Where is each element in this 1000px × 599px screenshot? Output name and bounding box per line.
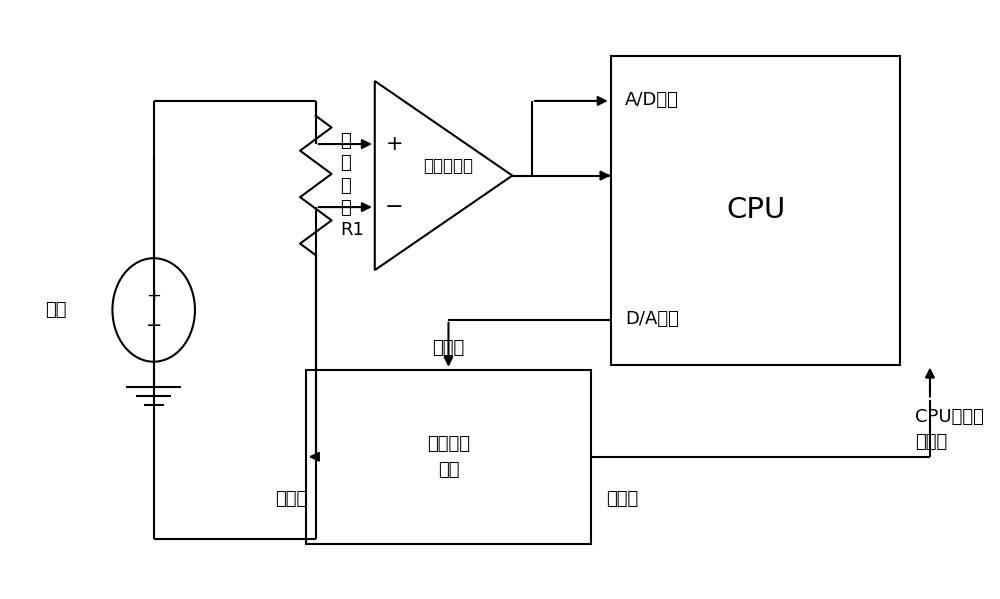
Text: −: −	[385, 197, 404, 217]
Text: 检
测
电
阻
R1: 检 测 电 阻 R1	[340, 132, 364, 239]
Text: CPU: CPU	[726, 196, 785, 225]
Text: D/A端口: D/A端口	[625, 310, 679, 328]
Text: 电源管理
电路: 电源管理 电路	[427, 434, 470, 479]
Text: A/D端口: A/D端口	[625, 91, 679, 109]
Bar	[611, 56, 900, 365]
Text: CPU核电压
输入端: CPU核电压 输入端	[915, 408, 984, 451]
Text: 运算放大器: 运算放大器	[423, 156, 473, 175]
Text: 输出端: 输出端	[606, 490, 638, 508]
Bar	[306, 370, 591, 544]
Text: 输入端: 输入端	[275, 490, 307, 508]
Text: 电源: 电源	[45, 301, 66, 319]
Text: 反馈端: 反馈端	[432, 339, 465, 357]
Text: +: +	[386, 134, 403, 154]
Text: −: −	[146, 316, 162, 335]
Text: +: +	[146, 287, 161, 305]
